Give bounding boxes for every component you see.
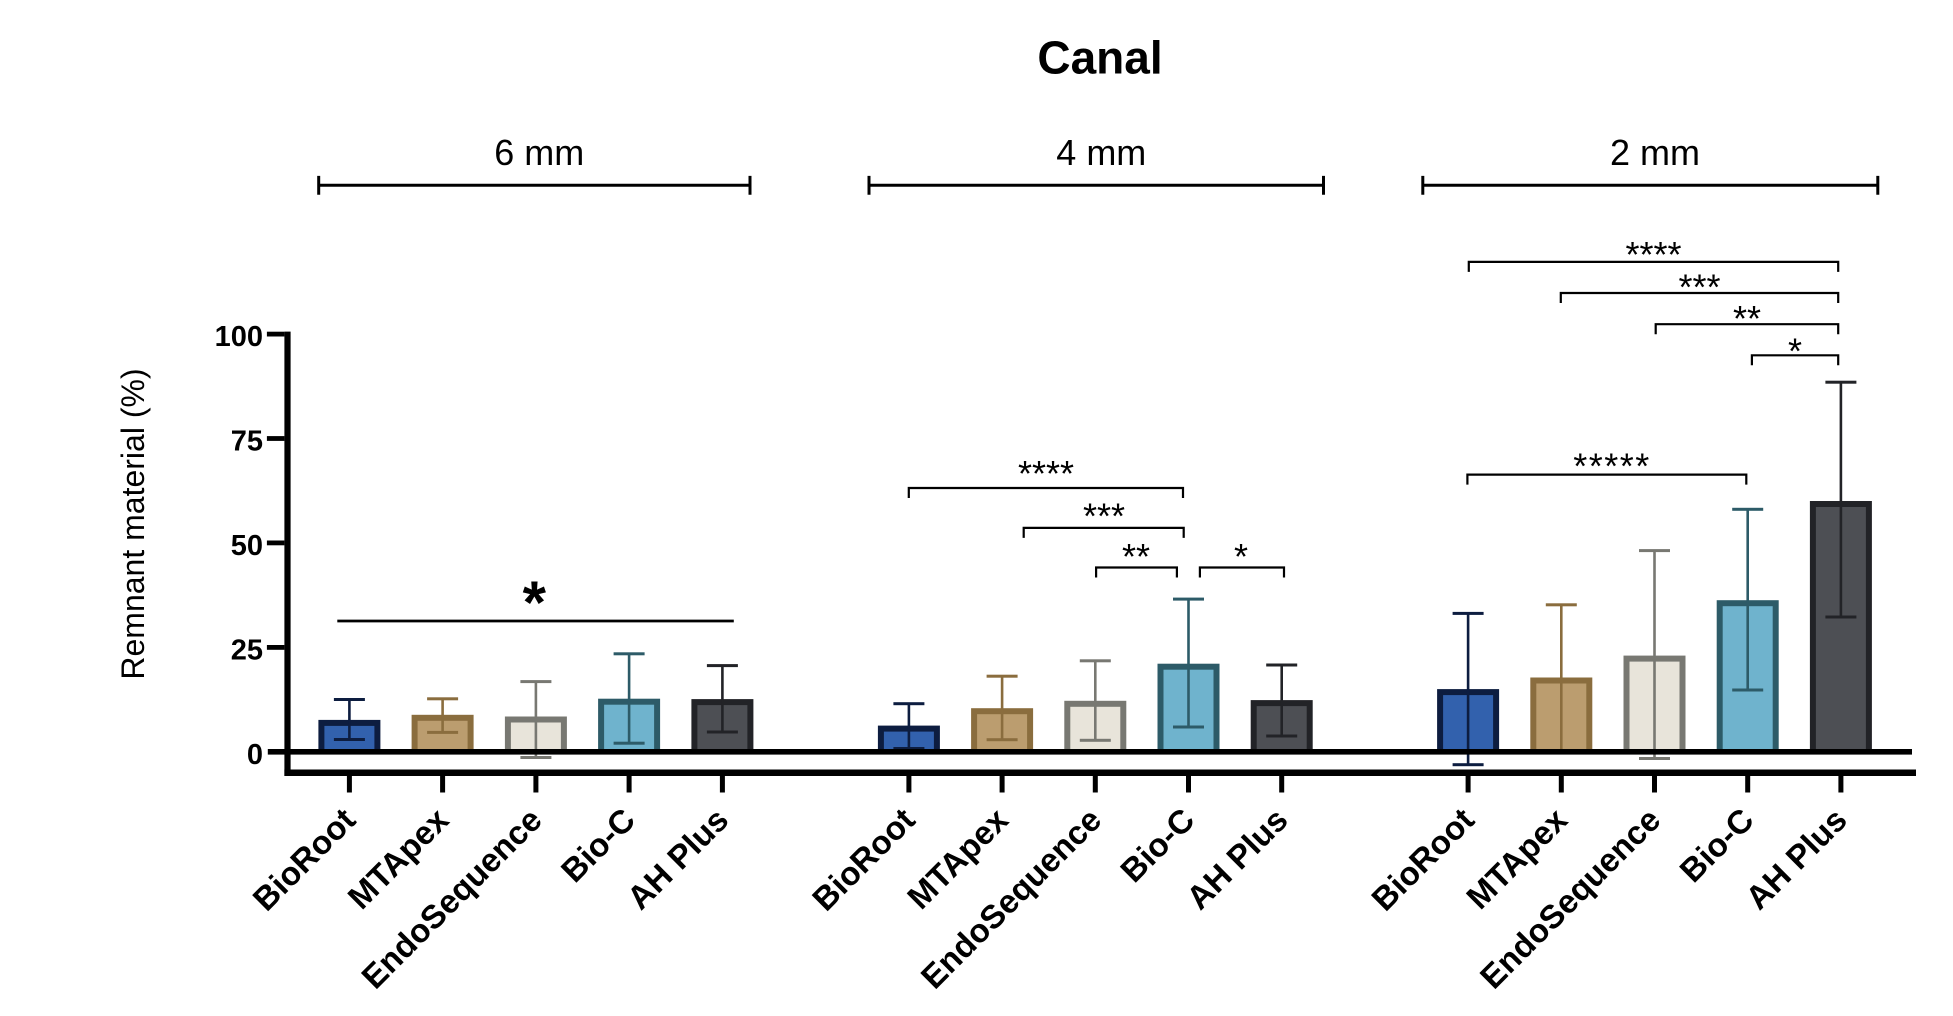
svg-text:2 mm: 2 mm: [1610, 132, 1700, 173]
svg-text:*: *: [1788, 330, 1802, 371]
svg-text:Canal: Canal: [1037, 32, 1162, 84]
svg-text:*****: *****: [1573, 446, 1651, 487]
svg-text:50: 50: [231, 530, 263, 562]
svg-text:*: *: [523, 569, 547, 636]
svg-text:**: **: [1122, 536, 1150, 577]
svg-text:****: ****: [1625, 234, 1681, 275]
svg-text:75: 75: [231, 426, 263, 458]
svg-text:100: 100: [215, 321, 263, 353]
svg-text:****: ****: [1018, 453, 1074, 494]
svg-text:***: ***: [1678, 267, 1720, 308]
svg-text:4 mm: 4 mm: [1056, 132, 1146, 173]
svg-text:Remnant material (%): Remnant material (%): [115, 368, 151, 679]
svg-text:0: 0: [247, 739, 263, 771]
svg-text:6 mm: 6 mm: [494, 132, 584, 173]
svg-text:25: 25: [231, 634, 263, 666]
svg-text:**: **: [1733, 298, 1761, 339]
svg-text:***: ***: [1083, 495, 1125, 536]
svg-text:*: *: [1234, 536, 1248, 577]
